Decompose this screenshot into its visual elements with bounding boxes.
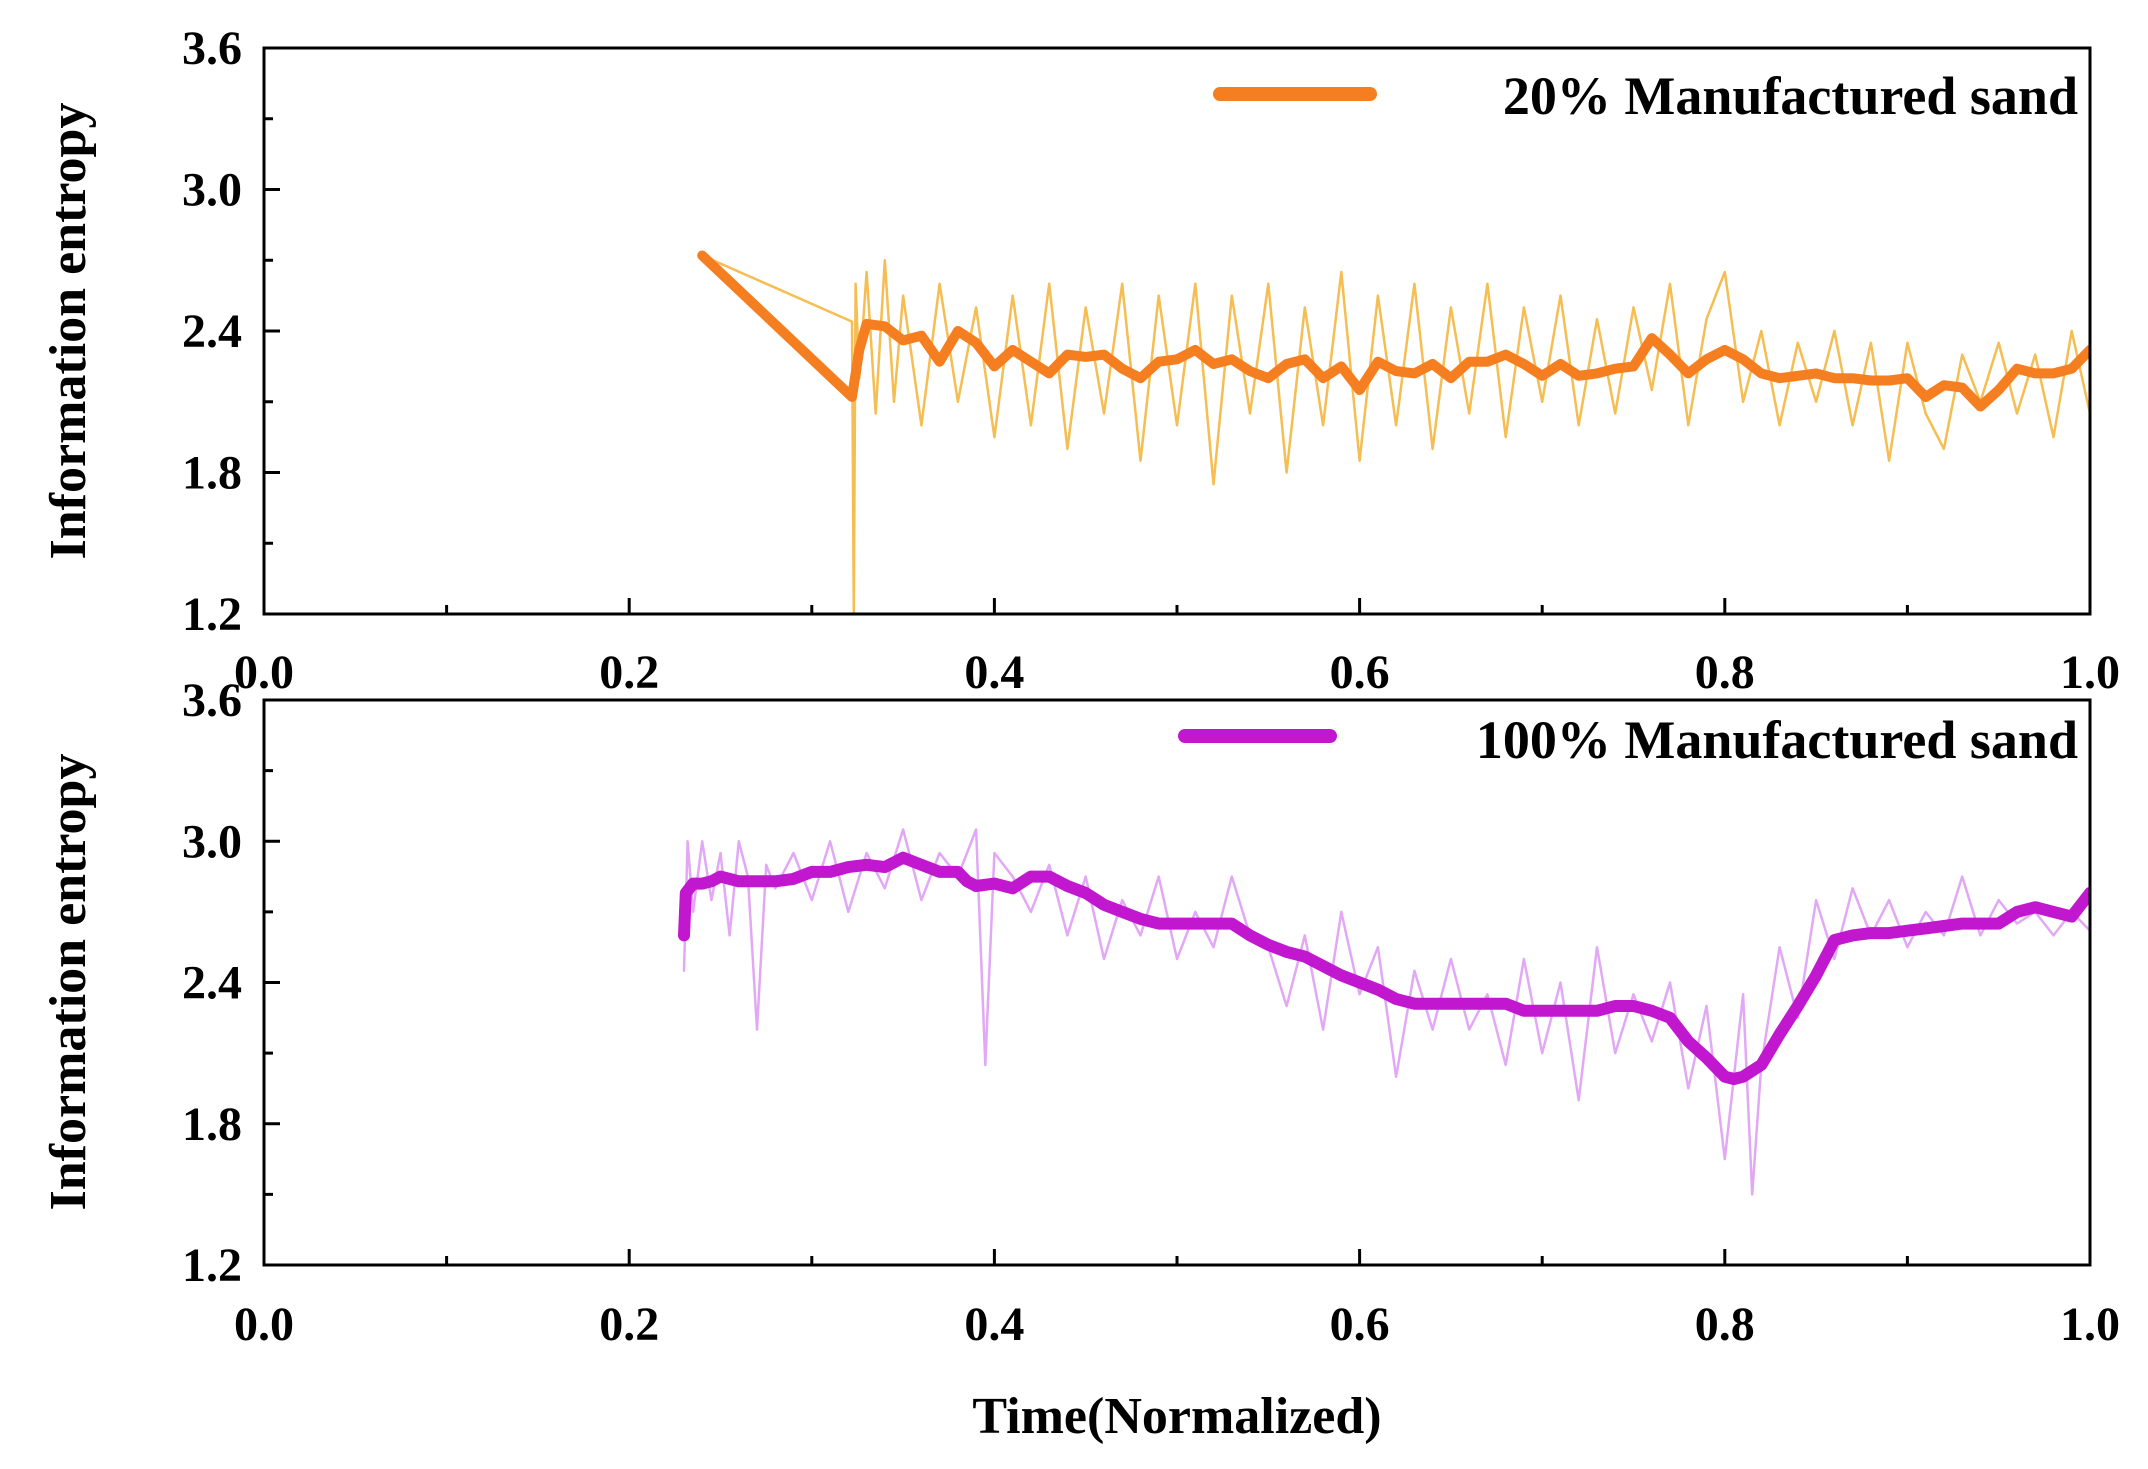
y-tick-label: 3.6	[182, 674, 242, 727]
x-tick-label: 0.0	[234, 646, 294, 699]
x-tick-label: 0.8	[1695, 646, 1755, 699]
y-tick-label: 1.2	[182, 1239, 242, 1292]
panel-bottom-100-percent: 0.0 0.2 0.4 0.6 0.8 1.0 1.2 1.8 2.4 3.0 3.6 Infor…	[40, 674, 2120, 1445]
smoothed-series-line	[678, 851, 2090, 1085]
x-tick-label: 0.0	[234, 1298, 294, 1351]
x-tick-label: 0.8	[1695, 1298, 1755, 1351]
y-tick-label: 3.6	[182, 22, 242, 75]
x-tick-label: 0.6	[1330, 1298, 1390, 1351]
bottom-y-tick-labels: 1.2 1.8 2.4 3.0 3.6	[182, 674, 242, 1292]
raw-series-line	[700, 254, 2090, 614]
x-tick-label: 1.0	[2060, 1298, 2120, 1351]
x-tick-label: 1.0	[2060, 646, 2120, 699]
y-tick-label: 1.8	[182, 447, 242, 500]
top-y-tick-labels: 1.2 1.8 2.4 3.0 3.6	[182, 22, 242, 641]
top-y-axis-title: Information entropy	[40, 103, 97, 560]
x-tick-label: 0.4	[964, 1298, 1024, 1351]
top-legend: 20% Manufactured sand	[1213, 66, 2078, 126]
x-tick-label: 0.2	[599, 646, 659, 699]
panel-top-20-percent: 0.0 0.2 0.4 0.6 0.8 1.0 1.2 1.8 2.4 3.0 3.6 Infor…	[40, 22, 2120, 699]
bottom-plot-frame	[262, 698, 2092, 1267]
x-tick-label: 0.6	[1330, 646, 1390, 699]
top-legend-label: 20% Manufactured sand	[1503, 66, 2078, 126]
bottom-x-tick-labels: 0.0 0.2 0.4 0.6 0.8 1.0	[234, 1298, 2120, 1351]
y-tick-label: 2.4	[182, 305, 242, 358]
y-tick-label: 3.0	[182, 815, 242, 868]
bottom-legend: 100% Manufactured sand	[1178, 710, 2078, 770]
smoothed-series-line	[697, 250, 2090, 412]
y-tick-label: 2.4	[182, 957, 242, 1010]
y-tick-label: 1.2	[182, 588, 242, 641]
x-tick-label: 0.2	[599, 1298, 659, 1351]
bottom-plot-area	[678, 828, 2090, 1196]
bottom-legend-label: 100% Manufactured sand	[1476, 710, 2078, 770]
x-axis-title: Time(Normalized)	[972, 1388, 1381, 1445]
top-x-tick-labels: 0.0 0.2 0.4 0.6 0.8 1.0	[234, 646, 2120, 699]
x-tick-label: 0.4	[964, 646, 1024, 699]
top-plot-area	[697, 250, 2090, 614]
y-tick-label: 3.0	[182, 164, 242, 217]
top-plot-frame	[262, 46, 2092, 616]
y-tick-label: 1.8	[182, 1098, 242, 1151]
bottom-y-axis-title: Information entropy	[40, 754, 97, 1211]
